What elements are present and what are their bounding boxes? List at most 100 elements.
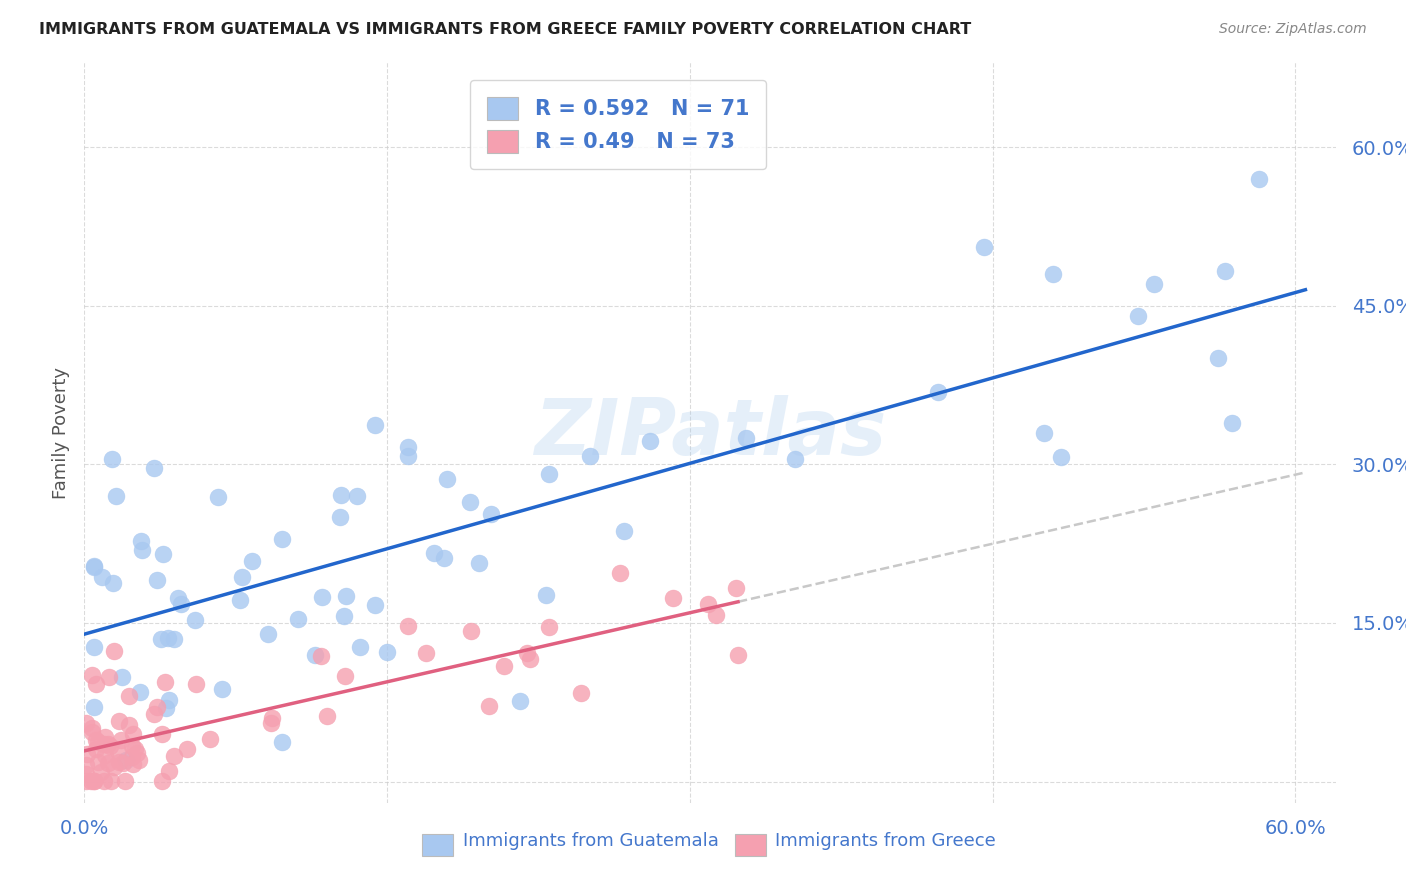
Point: [98, 739, 121, 753]
Point: [93, 773, 115, 788]
Point: [537, 620, 560, 634]
Point: [83, 558, 105, 573]
Point: [129, 533, 152, 548]
Point: [697, 598, 720, 612]
Point: [927, 385, 949, 400]
Point: [153, 675, 176, 690]
Point: [1213, 264, 1236, 278]
Point: [121, 756, 143, 771]
Point: [492, 659, 515, 673]
Point: [229, 593, 252, 607]
Point: [973, 240, 995, 254]
Point: [211, 681, 233, 696]
Point: [398, 449, 420, 463]
Point: [149, 632, 172, 647]
Point: [80, 721, 103, 735]
Point: [436, 472, 458, 486]
Point: [538, 467, 561, 482]
Point: [103, 760, 125, 774]
Point: [83, 640, 105, 654]
Point: [145, 700, 167, 714]
Point: [146, 573, 169, 587]
Point: [579, 450, 602, 464]
Point: [536, 588, 558, 602]
Point: [1143, 277, 1166, 291]
Point: [128, 685, 150, 699]
Point: [415, 646, 437, 660]
Point: [725, 581, 748, 595]
Point: [287, 612, 309, 626]
Point: [333, 609, 356, 624]
Point: [93, 730, 115, 744]
Point: [613, 524, 636, 538]
Point: [107, 744, 129, 758]
Point: [83, 773, 105, 788]
Point: [83, 700, 105, 714]
Point: [256, 626, 278, 640]
Point: [433, 550, 456, 565]
Point: [640, 434, 662, 449]
Point: [304, 648, 326, 662]
Point: [519, 652, 541, 666]
Point: [458, 495, 481, 509]
Point: [1208, 351, 1230, 366]
Point: [242, 554, 264, 568]
Point: [169, 597, 191, 611]
Point: [76, 747, 98, 762]
Point: [478, 699, 501, 714]
Point: [207, 490, 229, 504]
Point: [127, 746, 149, 760]
Point: [103, 644, 125, 658]
Y-axis label: Family Poverty: Family Poverty: [52, 367, 70, 499]
Point: [75, 757, 97, 772]
Point: [311, 648, 333, 663]
Point: [364, 418, 387, 433]
Point: [83, 560, 105, 574]
Point: [335, 589, 357, 603]
Point: [118, 718, 141, 732]
Point: [423, 546, 446, 560]
Point: [155, 701, 177, 715]
Point: [1042, 267, 1064, 281]
Point: [198, 732, 221, 747]
Point: [101, 451, 124, 466]
Point: [110, 732, 132, 747]
Point: [163, 632, 186, 647]
Legend: R = 0.592   N = 71, R = 0.49   N = 73: R = 0.592 N = 71, R = 0.49 N = 73: [470, 80, 766, 169]
Point: [121, 750, 143, 764]
Point: [118, 689, 141, 703]
Point: [460, 624, 482, 639]
Point: [329, 488, 352, 502]
Point: [270, 734, 292, 748]
Point: [82, 725, 104, 739]
Point: [97, 737, 120, 751]
Point: [143, 461, 166, 475]
Point: [260, 711, 283, 725]
Point: [479, 507, 502, 521]
Point: [396, 440, 419, 454]
Point: [107, 756, 129, 770]
Point: [100, 773, 122, 788]
Point: [87, 755, 110, 769]
Point: [90, 570, 112, 584]
Point: [93, 738, 115, 752]
Point: [98, 670, 121, 684]
Text: Immigrants from Greece: Immigrants from Greece: [776, 831, 997, 850]
Point: [163, 749, 186, 764]
Point: [516, 646, 538, 660]
Point: [83, 773, 105, 788]
Point: [704, 607, 727, 622]
Point: [84, 677, 107, 691]
Text: Source: ZipAtlas.com: Source: ZipAtlas.com: [1219, 22, 1367, 37]
Point: [783, 451, 806, 466]
Point: [84, 732, 107, 747]
Point: [87, 735, 110, 749]
Point: [131, 543, 153, 558]
Point: [1247, 171, 1270, 186]
Point: [184, 613, 207, 627]
Text: ZIPatlas: ZIPatlas: [534, 394, 886, 471]
Point: [80, 773, 103, 788]
Point: [128, 753, 150, 767]
Point: [176, 742, 198, 756]
Point: [396, 619, 419, 633]
